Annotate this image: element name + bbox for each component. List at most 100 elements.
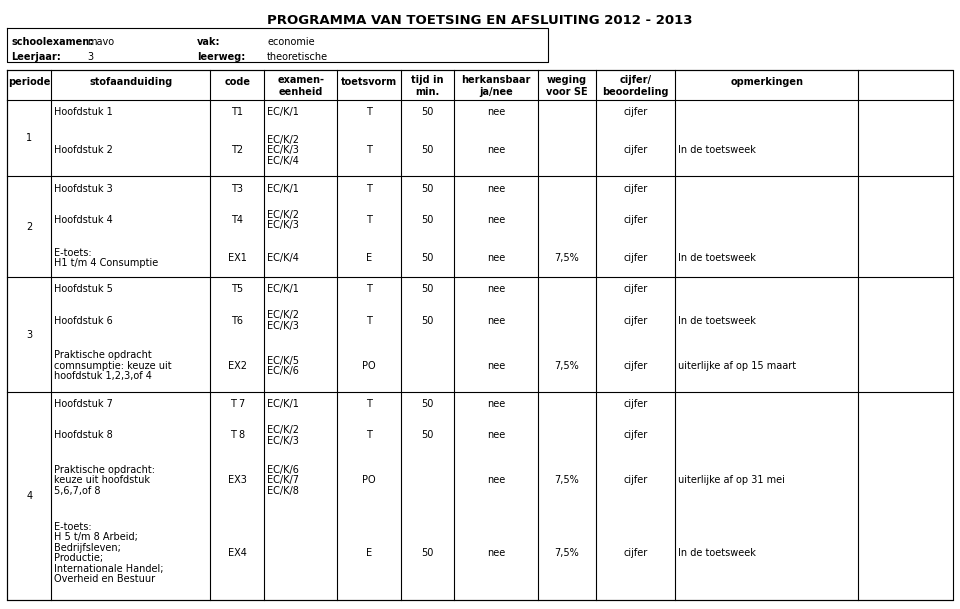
Text: cijfer: cijfer	[623, 215, 648, 225]
Text: EC/K/7: EC/K/7	[267, 476, 300, 485]
Text: EC/K/4: EC/K/4	[267, 253, 300, 263]
Text: theoretische: theoretische	[267, 52, 328, 62]
Text: EC/K/3: EC/K/3	[267, 220, 300, 230]
Text: H1 t/m 4 Consumptie: H1 t/m 4 Consumptie	[55, 258, 158, 269]
Text: herkansbaar: herkansbaar	[462, 75, 531, 85]
Text: T: T	[366, 284, 372, 294]
Text: 50: 50	[421, 431, 434, 440]
Text: T: T	[366, 183, 372, 194]
Text: 7,5%: 7,5%	[555, 548, 580, 558]
Text: 5,6,7,of 8: 5,6,7,of 8	[55, 486, 101, 496]
Text: T2: T2	[231, 146, 244, 155]
Text: periode: periode	[8, 77, 51, 87]
Text: Bedrijfsleven;: Bedrijfsleven;	[55, 543, 121, 553]
Text: EX3: EX3	[228, 476, 247, 485]
Text: stofaanduiding: stofaanduiding	[89, 77, 173, 87]
Text: EX2: EX2	[228, 361, 247, 371]
Text: nee: nee	[487, 215, 505, 225]
Text: 2: 2	[26, 222, 33, 232]
Text: cijfer: cijfer	[623, 548, 648, 558]
Text: cijfer: cijfer	[623, 315, 648, 326]
Text: EC/K/1: EC/K/1	[267, 107, 300, 117]
Text: T 7: T 7	[229, 399, 245, 409]
Text: cijfer: cijfer	[623, 183, 648, 194]
Text: cijfer: cijfer	[623, 399, 648, 409]
Text: EC/K/1: EC/K/1	[267, 183, 300, 194]
Text: nee: nee	[487, 431, 505, 440]
Text: EC/K/5: EC/K/5	[267, 356, 300, 365]
Text: eenheid: eenheid	[278, 87, 323, 97]
Text: beoordeling: beoordeling	[602, 87, 669, 97]
Text: T5: T5	[231, 284, 244, 294]
Text: EC/K/2: EC/K/2	[267, 311, 300, 320]
Text: Overheid en Bestuur: Overheid en Bestuur	[55, 574, 156, 585]
Text: opmerkingen: opmerkingen	[731, 77, 804, 87]
Text: cijfer: cijfer	[623, 146, 648, 155]
Text: In de toetsweek: In de toetsweek	[678, 548, 756, 558]
Text: 7,5%: 7,5%	[555, 476, 580, 485]
Text: nee: nee	[487, 315, 505, 326]
Text: EX1: EX1	[228, 253, 247, 263]
Text: T: T	[366, 399, 372, 409]
Text: Hoofdstuk 4: Hoofdstuk 4	[55, 215, 113, 225]
Text: cijfer: cijfer	[623, 431, 648, 440]
Text: 50: 50	[421, 284, 434, 294]
Text: 3: 3	[26, 329, 33, 340]
Text: cijfer: cijfer	[623, 361, 648, 371]
Text: EC/K/2: EC/K/2	[267, 135, 300, 145]
Text: keuze uit hoofdstuk: keuze uit hoofdstuk	[55, 476, 151, 485]
Text: Hoofdstuk 3: Hoofdstuk 3	[55, 183, 113, 194]
Text: EC/K/6: EC/K/6	[267, 465, 300, 475]
Text: uiterlijke af op 15 maart: uiterlijke af op 15 maart	[678, 361, 796, 371]
Text: EC/K/3: EC/K/3	[267, 435, 300, 446]
Text: T: T	[366, 215, 372, 225]
Text: T3: T3	[231, 183, 243, 194]
Text: cijfer: cijfer	[623, 107, 648, 117]
Text: 50: 50	[421, 107, 434, 117]
Text: economie: economie	[267, 37, 315, 47]
Text: cijfer: cijfer	[623, 476, 648, 485]
Text: toetsvorm: toetsvorm	[341, 77, 396, 87]
Text: weging: weging	[547, 75, 588, 85]
Text: 50: 50	[421, 399, 434, 409]
Text: T: T	[366, 431, 372, 440]
Text: nee: nee	[487, 399, 505, 409]
Text: Praktische opdracht:: Praktische opdracht:	[55, 465, 156, 475]
Text: 3: 3	[87, 52, 93, 62]
Text: T 8: T 8	[229, 431, 245, 440]
Text: code: code	[225, 77, 251, 87]
Text: nee: nee	[487, 284, 505, 294]
Text: vak:: vak:	[197, 37, 221, 47]
Text: EC/K/3: EC/K/3	[267, 321, 300, 331]
Text: T4: T4	[231, 215, 243, 225]
Text: ja/nee: ja/nee	[479, 87, 513, 97]
Text: voor SE: voor SE	[546, 87, 588, 97]
Text: H 5 t/m 8 Arbeid;: H 5 t/m 8 Arbeid;	[55, 532, 138, 543]
Text: tijd in: tijd in	[411, 75, 444, 85]
Text: Praktische opdracht: Praktische opdracht	[55, 350, 153, 361]
Text: E: E	[366, 253, 372, 263]
Text: Hoofdstuk 1: Hoofdstuk 1	[55, 107, 113, 117]
Text: nee: nee	[487, 361, 505, 371]
Text: T: T	[366, 315, 372, 326]
Text: Productie;: Productie;	[55, 554, 104, 563]
Text: 4: 4	[26, 491, 33, 501]
Text: EC/K/2: EC/K/2	[267, 209, 300, 220]
Text: PROGRAMMA VAN TOETSING EN AFSLUITING 2012 - 2013: PROGRAMMA VAN TOETSING EN AFSLUITING 201…	[267, 14, 693, 27]
Text: In de toetsweek: In de toetsweek	[678, 253, 756, 263]
Text: PO: PO	[362, 476, 375, 485]
Text: min.: min.	[416, 87, 440, 97]
Text: 50: 50	[421, 315, 434, 326]
Text: uiterlijke af op 31 mei: uiterlijke af op 31 mei	[678, 476, 784, 485]
Text: EC/K/4: EC/K/4	[267, 156, 300, 166]
Text: EC/K/8: EC/K/8	[267, 486, 300, 496]
Text: Hoofdstuk 8: Hoofdstuk 8	[55, 431, 113, 440]
Text: Hoofdstuk 5: Hoofdstuk 5	[55, 284, 113, 294]
Text: T: T	[366, 107, 372, 117]
Text: Internationale Handel;: Internationale Handel;	[55, 564, 164, 574]
Text: 50: 50	[421, 183, 434, 194]
Text: comnsumptie: keuze uit: comnsumptie: keuze uit	[55, 361, 172, 371]
Text: T: T	[366, 146, 372, 155]
Text: leerweg:: leerweg:	[197, 52, 245, 62]
Text: EC/K/3: EC/K/3	[267, 146, 300, 155]
